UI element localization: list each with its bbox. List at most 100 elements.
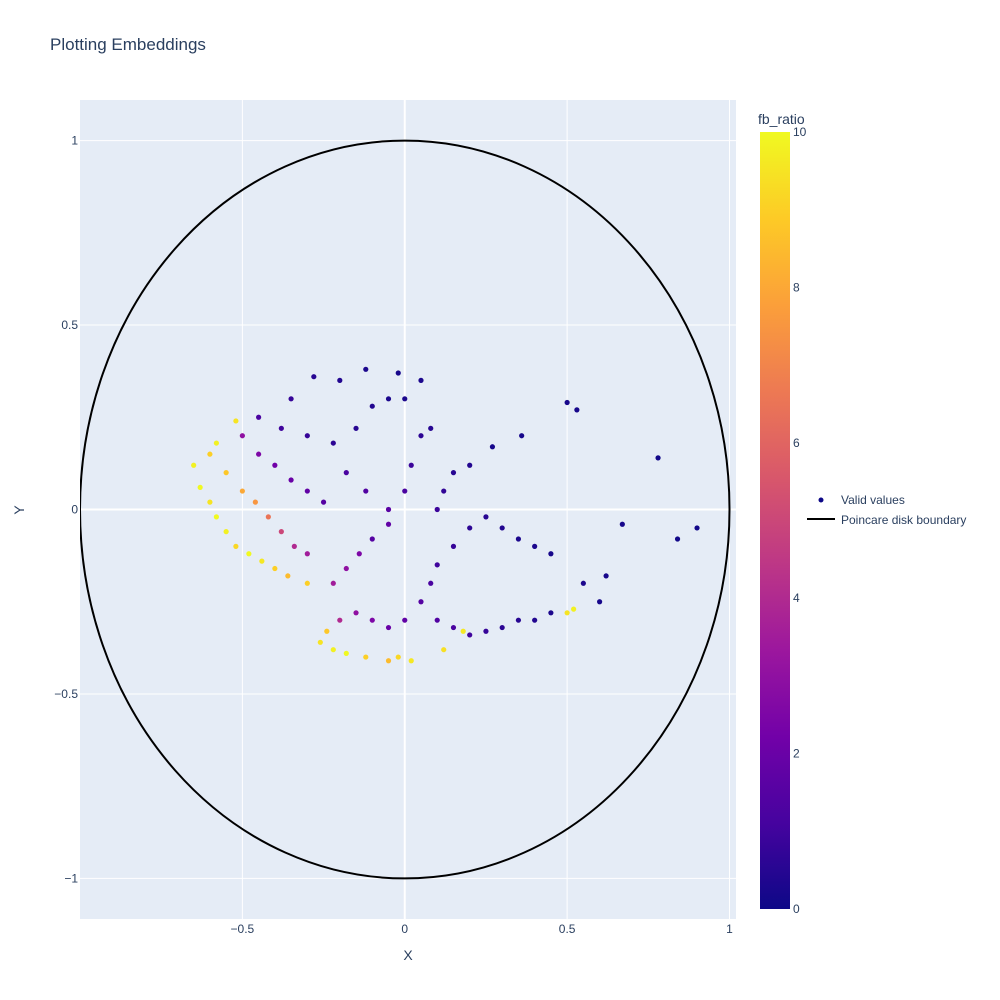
scatter-point — [385, 624, 392, 631]
scatter-point — [197, 484, 203, 490]
scatter-point — [418, 599, 424, 605]
scatter-point — [343, 470, 349, 476]
scatter-point — [363, 488, 369, 494]
scatter-point — [330, 580, 336, 586]
disk-boundary-layer — [80, 139, 731, 880]
scatter-point — [467, 525, 473, 531]
scatter-point — [385, 396, 392, 402]
scatter-point — [532, 543, 538, 549]
scatter-point — [363, 654, 369, 660]
scatter-point — [694, 525, 700, 531]
scatter-point — [441, 647, 447, 653]
scatter-point — [402, 617, 408, 623]
x-tick-labels: −0.5 0 0.5 1 — [231, 922, 734, 936]
colorbar-tick-label: 2 — [793, 747, 800, 761]
scatter-point — [548, 610, 554, 616]
scatter-point — [233, 543, 239, 549]
y-tick-labels: −1 −0.5 0 0.5 1 — [54, 134, 78, 886]
scatter-point — [353, 610, 359, 616]
x-axis-title: X — [403, 947, 413, 963]
scatter-point — [191, 462, 197, 468]
scatter-point — [291, 543, 297, 549]
scatter-point — [285, 573, 291, 579]
scatter-point — [597, 599, 603, 605]
scatter-point — [434, 617, 440, 623]
scatter-point — [369, 617, 375, 623]
scatter-point — [320, 499, 327, 505]
legend-item-valid-values[interactable]: Valid values — [818, 493, 905, 507]
scatter-point — [343, 650, 349, 656]
scatter-point — [343, 565, 349, 572]
scatter-point — [418, 433, 424, 439]
scatter-point — [408, 462, 414, 468]
scatter-point — [619, 521, 625, 527]
scatter-point — [574, 407, 580, 413]
scatter-point — [337, 377, 343, 383]
scatter-point — [363, 366, 369, 372]
colorbar-tick-label: 8 — [793, 280, 800, 294]
scatter-point — [532, 617, 538, 623]
legend: Valid values Poincare disk boundary — [807, 493, 966, 527]
scatter-point — [603, 573, 609, 579]
colorbar — [760, 132, 790, 909]
scatter-point — [428, 580, 434, 586]
scatter-point — [434, 506, 440, 513]
scatter-point — [304, 551, 310, 557]
colorbar-tick-label: 10 — [793, 125, 807, 139]
scatter-point — [223, 470, 229, 476]
scatter-point — [450, 543, 457, 549]
chart-title: Plotting Embeddings — [50, 35, 206, 54]
scatter-point — [207, 451, 213, 457]
scatter-point — [288, 396, 294, 402]
legend-label-poincare-boundary: Poincare disk boundary — [841, 513, 966, 527]
legend-marker-valid-values — [818, 497, 824, 503]
scatter-point — [272, 462, 278, 468]
scatter-point — [450, 470, 457, 476]
x-tick-label: −0.5 — [231, 922, 255, 936]
points-layer — [191, 366, 700, 664]
scatter-point — [278, 425, 284, 431]
scatter-point — [564, 610, 570, 616]
y-tick-label: 0 — [71, 503, 78, 517]
legend-item-poincare-boundary[interactable]: Poincare disk boundary — [807, 513, 966, 527]
scatter-point — [256, 451, 262, 457]
scatter-point — [515, 617, 522, 623]
scatter-point — [304, 433, 310, 439]
colorbar-tick-label: 0 — [793, 902, 800, 916]
y-tick-label: −1 — [64, 871, 78, 885]
scatter-point — [369, 403, 375, 409]
scatter-point — [499, 624, 505, 631]
scatter-point — [317, 639, 323, 645]
scatter-point — [395, 654, 401, 660]
scatter-point — [483, 628, 489, 634]
scatter-point — [259, 558, 265, 564]
scatter-point — [272, 565, 278, 572]
scatter-point — [207, 499, 213, 505]
scatter-point — [265, 514, 271, 520]
scatter-point — [246, 551, 252, 557]
scatter-point — [499, 525, 505, 531]
colorbar-tick-labels: 0 2 4 6 8 10 — [793, 125, 807, 916]
scatter-point — [580, 580, 586, 586]
scatter-point — [655, 455, 661, 461]
scatter-point — [233, 418, 239, 424]
scatter-point — [337, 617, 343, 623]
y-tick-label: 1 — [71, 134, 78, 148]
scatter-point — [467, 632, 473, 638]
scatter-point — [324, 628, 330, 634]
x-tick-label: 1 — [726, 922, 733, 936]
scatter-point — [311, 374, 317, 380]
scatter-point — [418, 377, 424, 383]
scatter-point — [395, 370, 401, 376]
x-tick-label: 0.5 — [559, 922, 576, 936]
scatter-point — [467, 462, 473, 468]
scatter-point — [213, 514, 219, 520]
scatter-point — [223, 529, 229, 535]
scatter-point — [252, 499, 258, 505]
scatter-point — [369, 536, 375, 542]
scatter-point — [278, 529, 284, 535]
scatter-point — [239, 488, 245, 494]
scatter-point — [402, 488, 408, 494]
scatter-point — [356, 551, 362, 557]
scatter-point — [256, 414, 262, 420]
